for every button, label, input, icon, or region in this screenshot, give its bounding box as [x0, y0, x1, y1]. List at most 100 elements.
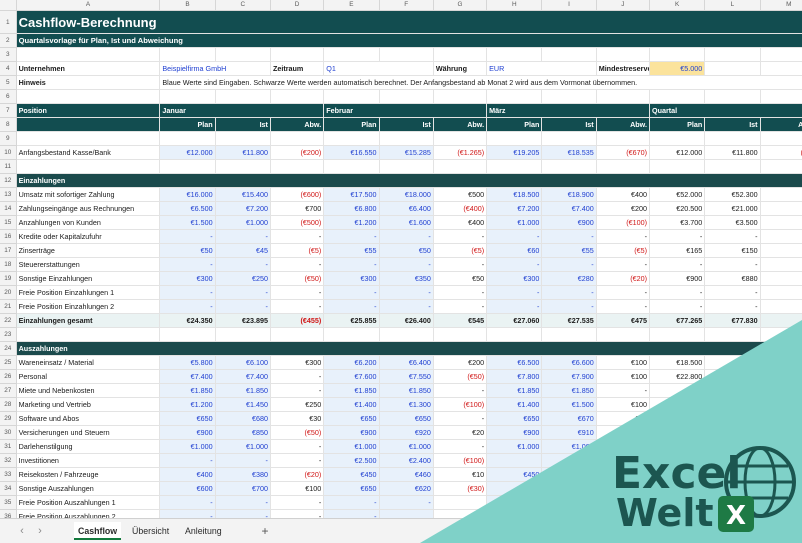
calc-cell[interactable]: (€ — [760, 271, 802, 286]
row-header[interactable]: 27 — [0, 383, 17, 398]
tab-anleitung[interactable]: Anleitung — [185, 526, 222, 536]
input-cell[interactable]: €280 — [541, 271, 597, 286]
calc-cell[interactable] — [760, 383, 802, 398]
calc-cell[interactable]: €3 — [760, 187, 802, 202]
calc-cell[interactable] — [704, 509, 761, 518]
input-cell[interactable] — [541, 495, 597, 510]
calc-cell[interactable]: - — [596, 299, 650, 314]
calc-cell[interactable]: (€5) — [433, 243, 488, 258]
calc-cell[interactable]: (€1 — [760, 243, 802, 258]
input-cell[interactable]: - — [541, 257, 597, 272]
column-header[interactable]: H — [486, 0, 543, 11]
input-cell[interactable]: €350 — [379, 271, 434, 286]
row-header[interactable]: 26 — [0, 369, 17, 384]
calc-cell[interactable]: €400 — [596, 187, 650, 202]
input-cell[interactable]: €18.900 — [541, 187, 597, 202]
input-cell[interactable]: €6.500 — [159, 201, 216, 216]
cell[interactable] — [433, 47, 488, 62]
input-cell[interactable]: €7.200 — [486, 201, 543, 216]
input-cell[interactable]: €620 — [379, 481, 434, 496]
row-header[interactable]: 35 — [0, 495, 17, 510]
calc-cell[interactable]: - — [649, 285, 706, 300]
cell[interactable] — [159, 89, 216, 104]
tab-cashflow[interactable]: Cashflow — [74, 522, 122, 540]
input-cell[interactable]: €60 — [486, 243, 543, 258]
cell[interactable] — [379, 131, 434, 146]
cell[interactable] — [649, 89, 706, 104]
input-cell[interactable]: - — [159, 257, 216, 272]
calc-cell[interactable] — [649, 439, 706, 454]
row-header[interactable]: 22 — [0, 313, 17, 328]
calc-cell[interactable] — [649, 495, 706, 510]
input-cell[interactable]: €6.800 — [323, 201, 380, 216]
column-header[interactable]: J — [596, 0, 650, 11]
cell[interactable] — [323, 131, 380, 146]
calc-cell[interactable]: (€2 — [760, 215, 802, 230]
input-cell[interactable]: €1.850 — [215, 383, 271, 398]
input-cell[interactable]: - — [159, 495, 216, 510]
input-cell[interactable]: - — [379, 285, 434, 300]
input-cell[interactable]: - — [215, 509, 271, 518]
calc-cell[interactable]: (€100) — [433, 397, 488, 412]
calc-cell[interactable]: - — [649, 257, 706, 272]
input-cell[interactable] — [486, 495, 543, 510]
cell[interactable] — [159, 327, 216, 342]
input-cell[interactable] — [486, 509, 543, 518]
spreadsheet-grid[interactable]: A B C D E F G H I J K L M 1 Cashflow-Berechnung 2 Quarta… — [0, 0, 802, 518]
input-cell[interactable]: - — [323, 229, 380, 244]
calc-cell[interactable] — [649, 467, 706, 482]
cell[interactable] — [16, 117, 161, 132]
row-header[interactable]: 14 — [0, 201, 17, 216]
input-cell[interactable]: €19.205 — [486, 145, 543, 160]
calc-cell[interactable]: - — [596, 285, 650, 300]
calc-cell[interactable]: €200 — [596, 201, 650, 216]
input-cell[interactable]: €250 — [215, 271, 271, 286]
row-header[interactable]: 12 — [0, 173, 17, 188]
calc-cell[interactable] — [704, 355, 761, 370]
input-cell[interactable]: €25.855 — [323, 313, 380, 328]
column-header[interactable]: M — [760, 0, 802, 11]
cell[interactable] — [433, 327, 488, 342]
cell[interactable] — [704, 61, 761, 76]
calc-cell[interactable]: €50 — [433, 271, 488, 286]
calc-cell[interactable]: - — [760, 299, 802, 314]
calc-cell[interactable]: - — [433, 439, 488, 454]
row-header[interactable]: 20 — [0, 285, 17, 300]
column-header[interactable]: A — [16, 0, 161, 11]
calc-cell[interactable] — [704, 425, 761, 440]
input-cell[interactable]: €2.400 — [379, 453, 434, 468]
calc-cell[interactable] — [760, 355, 802, 370]
calc-cell[interactable]: €700 — [270, 201, 325, 216]
calc-cell[interactable]: (€50) — [270, 425, 325, 440]
input-cell[interactable]: - — [323, 495, 380, 510]
input-cell[interactable]: - — [486, 229, 543, 244]
calc-cell[interactable]: €20 — [596, 411, 650, 426]
input-cell[interactable]: €7.400 — [159, 369, 216, 384]
input-cell[interactable]: €900 — [323, 425, 380, 440]
calc-cell[interactable]: (€200) — [270, 145, 325, 160]
row-header[interactable]: 29 — [0, 411, 17, 426]
input-cell[interactable]: €1.000 — [379, 439, 434, 454]
cell[interactable] — [270, 327, 325, 342]
input-cell[interactable]: €27.535 — [541, 313, 597, 328]
cell[interactable] — [270, 159, 325, 174]
calc-cell[interactable]: €3.500 — [704, 215, 761, 230]
row-header[interactable]: 6 — [0, 89, 17, 104]
calc-cell[interactable]: €475 — [596, 313, 650, 328]
input-cell[interactable]: - — [379, 229, 434, 244]
input-cell[interactable]: €1.400 — [323, 397, 380, 412]
scroll-tabs-left-icon[interactable]: ‹ — [20, 525, 24, 537]
calc-cell[interactable] — [596, 495, 650, 510]
input-cell[interactable]: €1.000 — [215, 439, 271, 454]
input-cell[interactable]: €6.100 — [215, 355, 271, 370]
calc-cell[interactable]: (€670) — [596, 145, 650, 160]
calc-cell[interactable] — [760, 467, 802, 482]
calc-cell[interactable]: €880 — [704, 271, 761, 286]
row-header[interactable]: 15 — [0, 215, 17, 230]
calc-cell[interactable] — [596, 425, 650, 440]
row-header[interactable]: 10 — [0, 145, 17, 160]
calc-cell[interactable]: (€5) — [596, 243, 650, 258]
calc-cell[interactable]: €77.830 — [704, 313, 761, 328]
row-header[interactable]: 4 — [0, 61, 17, 76]
cell[interactable] — [704, 47, 761, 62]
